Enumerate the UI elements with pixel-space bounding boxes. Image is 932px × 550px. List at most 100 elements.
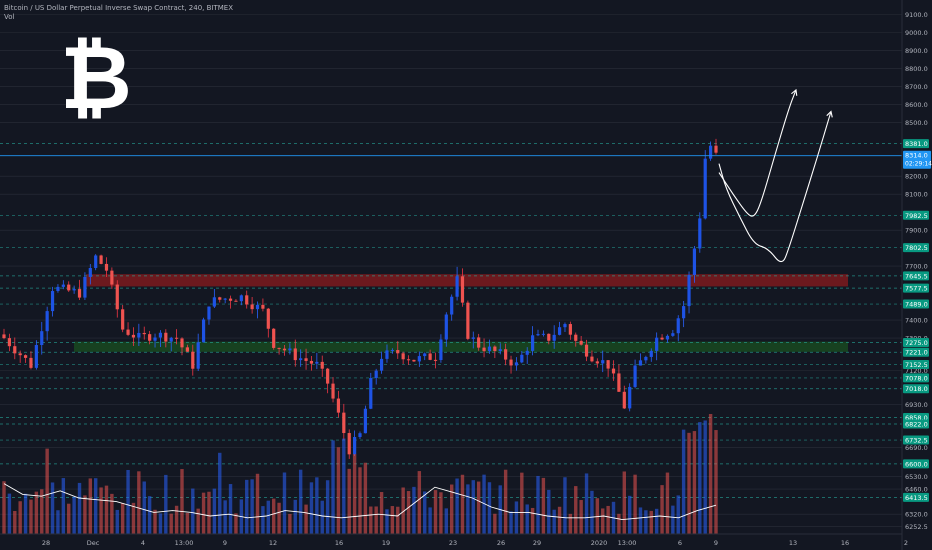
candle-body-71	[385, 350, 389, 359]
volume-bar-37	[201, 492, 206, 534]
x-tick-label-13: 6	[678, 539, 682, 547]
y-tick-label-4: 8700.0	[905, 83, 928, 91]
volume-bar-104	[563, 477, 567, 534]
volume-bar-119	[644, 510, 648, 534]
volume-bar-84	[455, 478, 459, 534]
level-label-bg-2	[903, 243, 929, 253]
candle-body-7	[40, 331, 44, 346]
volume-bar-4	[23, 493, 28, 534]
candle-body-5	[29, 357, 33, 368]
candle-body-53	[288, 348, 292, 351]
support-zone	[74, 341, 848, 352]
candle-body-18	[99, 255, 103, 264]
volume-bar-45	[245, 479, 249, 534]
candle-body-19	[104, 263, 109, 271]
volume-bar-129	[698, 422, 702, 534]
volume-bar-106	[574, 486, 578, 534]
x-tick-label-11: 2020	[591, 539, 608, 547]
candle-body-70	[379, 358, 384, 371]
level-label-bg-10	[903, 384, 929, 394]
volume-bar-69	[374, 506, 378, 534]
volume-bar-18	[99, 487, 103, 534]
y-tick-label-3: 8800.0	[905, 65, 928, 73]
volume-bar-2	[13, 510, 17, 534]
grid	[0, 14, 902, 527]
candle-body-38	[207, 306, 211, 320]
candle-body-28	[153, 337, 157, 341]
volume-bar-85	[460, 474, 465, 534]
y-tick-label-11: 7400.0	[905, 317, 928, 325]
volume-bar-41	[223, 500, 227, 534]
candle-body-50	[272, 328, 276, 348]
volume-bar-118	[638, 507, 643, 534]
volume-bar-95	[514, 501, 519, 534]
candle-body-65	[353, 437, 357, 455]
candle-body-61	[331, 383, 335, 399]
volume-moving-average	[3, 483, 717, 521]
candle-body-21	[115, 284, 119, 310]
volume-bar-63	[342, 438, 346, 534]
volume-bar-53	[288, 513, 292, 534]
y-tick-label-19: 6252.5	[905, 523, 928, 531]
x-tick-label-17: 2	[904, 539, 908, 547]
volume-bar-75	[406, 491, 411, 534]
candle-body-98	[531, 335, 535, 351]
current-price-tag	[903, 150, 931, 169]
level-label-5: 7489.0	[905, 301, 928, 309]
candle-body-83	[450, 296, 454, 315]
chart-header: Bitcoin / US Dollar Perpetual Inverse Sw…	[4, 4, 233, 22]
candle-body-3	[18, 353, 22, 356]
volume-bar-123	[665, 472, 670, 534]
volume-bar-15	[83, 495, 87, 534]
candle-body-76	[412, 359, 416, 362]
candle-body-59	[320, 361, 324, 369]
volume-bar-107	[579, 500, 583, 534]
volume-bar-54	[293, 499, 297, 534]
candle-body-97	[525, 350, 529, 355]
level-label-bg-1	[903, 210, 929, 220]
volume-bar-55	[298, 469, 303, 534]
candle-body-51	[277, 347, 281, 349]
volume-bar-60	[325, 480, 330, 534]
candle-body-93	[504, 349, 508, 360]
candle-body-91	[493, 346, 497, 352]
candle-body-110	[595, 361, 599, 364]
candle-body-34	[185, 347, 189, 352]
candle-body-128	[692, 248, 697, 276]
volume-bar-24	[131, 502, 136, 534]
candle-body-87	[471, 337, 475, 339]
level-label-bg-4	[903, 283, 929, 293]
volume-bar-72	[390, 506, 395, 534]
volume-bar-71	[385, 509, 389, 534]
candle-body-119	[644, 356, 648, 361]
volume-bar-88	[476, 481, 481, 534]
volume-bar-79	[428, 507, 432, 534]
candle-body-37	[201, 319, 206, 343]
candle-body-32	[175, 337, 179, 339]
volume-bar-32	[174, 505, 179, 534]
volume-bar-25	[137, 471, 141, 534]
volume-bar-122	[660, 485, 664, 534]
volume-bar-114	[617, 513, 621, 534]
level-label-bg-0	[903, 139, 929, 149]
y-tick-label-6: 8500.0	[905, 119, 928, 127]
volume-bar-93	[503, 469, 508, 534]
volume-bar-103	[557, 506, 562, 534]
volume-bar-108	[584, 473, 589, 534]
candle-body-30	[164, 332, 168, 342]
volume-bar-21	[115, 509, 119, 534]
candle-body-120	[649, 350, 653, 357]
candle-body-81	[439, 339, 443, 361]
level-label-4: 7577.5	[905, 285, 928, 293]
candle-body-27	[148, 334, 152, 341]
level-label-8: 7152.5	[905, 361, 928, 369]
candle-body-88	[477, 337, 481, 348]
x-tick-label-3: 13:00	[175, 539, 194, 547]
drawn-projection-1-arrowhead	[791, 88, 798, 96]
candle-body-72	[390, 350, 394, 352]
drawn-projection-2-arrowhead	[826, 110, 833, 118]
volume-bar-97	[525, 504, 529, 534]
candle-body-107	[579, 340, 583, 345]
candle-body-130	[703, 158, 707, 219]
